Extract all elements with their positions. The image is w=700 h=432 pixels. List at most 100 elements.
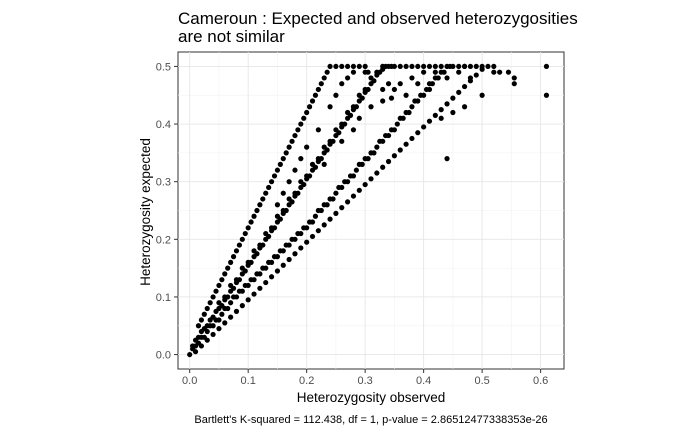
data-point	[327, 138, 333, 144]
x-tick-label: 0.4	[416, 375, 431, 387]
data-point	[239, 265, 245, 271]
data-point	[251, 213, 257, 219]
data-point	[491, 69, 497, 75]
data-point	[409, 104, 415, 110]
data-point	[543, 63, 550, 70]
data-point	[298, 156, 304, 162]
data-point	[245, 225, 251, 231]
data-point	[435, 75, 441, 81]
data-point	[233, 277, 240, 283]
data-point	[309, 161, 316, 167]
data-point	[374, 144, 380, 150]
data-point	[257, 271, 263, 277]
data-point	[450, 95, 456, 101]
data-point	[242, 230, 248, 237]
data-point	[461, 63, 468, 70]
data-point	[415, 63, 421, 70]
data-point	[321, 75, 327, 81]
data-point	[415, 98, 421, 104]
data-point	[385, 81, 392, 87]
data-point	[324, 69, 330, 75]
data-point	[298, 230, 304, 237]
data-point	[339, 205, 345, 211]
data-point	[277, 161, 283, 167]
data-point	[426, 63, 433, 70]
data-point	[210, 294, 216, 300]
data-point	[461, 104, 468, 110]
chart-title-line-1: Cameroun : Expected and observed heteroz…	[178, 9, 578, 28]
data-point	[511, 81, 517, 87]
data-point	[415, 81, 421, 87]
data-point	[245, 259, 251, 265]
data-point	[201, 311, 207, 317]
data-point	[274, 268, 281, 274]
data-point	[350, 193, 357, 199]
data-point	[394, 121, 400, 127]
data-point	[315, 156, 321, 162]
data-point	[444, 156, 450, 162]
data-point	[391, 153, 397, 159]
data-point	[362, 86, 368, 93]
chart-title-line-2: are not similar	[178, 27, 285, 46]
data-point	[426, 81, 433, 87]
data-point	[461, 83, 468, 90]
data-point	[318, 207, 324, 214]
data-point	[280, 207, 286, 214]
data-point	[289, 138, 295, 144]
data-point	[456, 63, 462, 70]
data-point	[248, 219, 254, 225]
x-tick-label: 0.3	[358, 375, 373, 387]
data-point	[309, 98, 316, 104]
data-point	[362, 69, 368, 75]
data-point	[333, 127, 339, 133]
data-point	[254, 207, 260, 214]
data-point	[432, 112, 438, 118]
data-point	[292, 132, 298, 139]
data-point	[403, 141, 409, 147]
data-point	[359, 161, 365, 167]
data-point	[195, 334, 202, 340]
data-point	[233, 308, 240, 314]
x-tick-label: 0.2	[299, 375, 314, 387]
data-point	[286, 144, 292, 150]
data-point	[371, 150, 377, 156]
data-point	[368, 104, 374, 110]
data-point	[350, 104, 357, 110]
data-point	[397, 63, 403, 70]
data-point	[304, 109, 310, 116]
data-point	[309, 219, 316, 225]
data-point	[274, 213, 281, 219]
data-point	[321, 144, 327, 150]
data-point	[304, 225, 310, 231]
data-point	[339, 138, 345, 144]
data-point	[327, 104, 333, 110]
data-point	[309, 233, 316, 240]
data-point	[219, 311, 225, 317]
data-point	[260, 196, 266, 202]
data-point	[327, 63, 333, 70]
data-point	[204, 337, 210, 343]
data-point	[257, 285, 263, 291]
data-point	[456, 89, 462, 95]
data-point	[391, 63, 397, 70]
data-point	[219, 277, 225, 283]
data-point	[339, 121, 345, 127]
data-point	[283, 150, 289, 156]
data-point	[491, 63, 497, 70]
data-point	[268, 274, 275, 280]
data-point	[304, 144, 310, 150]
data-point	[263, 265, 269, 271]
data-point	[286, 179, 292, 185]
data-point	[222, 320, 228, 326]
x-tick-label: 0.5	[474, 375, 489, 387]
data-point	[315, 228, 321, 234]
data-point	[312, 213, 319, 219]
y-axis: 0.0 0.1 0.2 0.3 0.4 0.5	[156, 61, 178, 362]
data-point	[406, 109, 412, 116]
bartlett-test-caption: Bartlett's K-squared = 112.438, df = 1, …	[194, 414, 547, 426]
data-point	[315, 86, 321, 93]
data-point	[251, 277, 257, 283]
data-point	[438, 115, 444, 121]
data-point	[263, 230, 269, 237]
data-point	[479, 92, 485, 98]
